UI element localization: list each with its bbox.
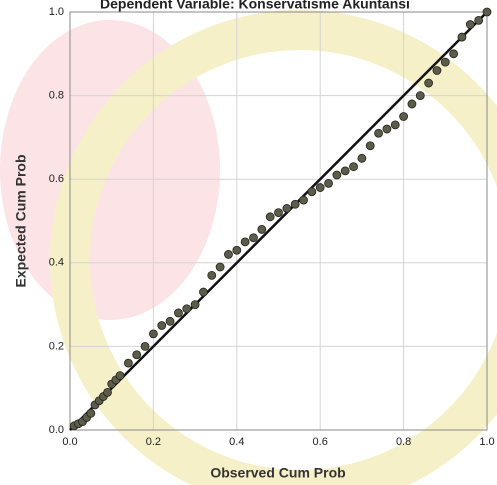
point	[249, 234, 257, 242]
point	[441, 58, 449, 66]
point	[325, 179, 333, 187]
point	[133, 351, 141, 359]
x-axis-title: Observed Cum Prob	[210, 465, 345, 481]
y-tick-label: 0.2	[49, 340, 64, 352]
y-tick-label: 0.4	[49, 257, 64, 269]
point	[199, 288, 207, 296]
point	[224, 250, 232, 258]
point	[266, 213, 274, 221]
point	[104, 388, 112, 396]
chart-title: Dependent Variable: Konservatisme Akunta…	[100, 0, 410, 12]
x-tick-label: 0.8	[396, 436, 411, 448]
point	[116, 372, 124, 380]
point	[350, 163, 358, 171]
point	[275, 209, 283, 217]
point	[300, 196, 308, 204]
point	[291, 200, 299, 208]
y-tick-label: 0.0	[49, 424, 64, 436]
point	[174, 309, 182, 317]
chart: Dependent Variable: Konservatisme Akunta…	[0, 0, 497, 485]
point	[391, 121, 399, 129]
point	[450, 50, 458, 58]
y-axis-title: Expected Cum Prob	[13, 154, 29, 287]
point	[383, 125, 391, 133]
x-tick-label: 0.0	[62, 436, 77, 448]
point	[433, 67, 441, 75]
y-tick-label: 0.6	[49, 173, 64, 185]
y-tick-label: 0.8	[49, 90, 64, 102]
point	[458, 33, 466, 41]
point	[400, 113, 408, 121]
point	[308, 188, 316, 196]
point	[333, 171, 341, 179]
point	[166, 317, 174, 325]
point	[341, 167, 349, 175]
point	[283, 204, 291, 212]
x-tick-label: 0.2	[146, 436, 161, 448]
y-tick-label: 1.0	[49, 6, 64, 18]
point	[408, 100, 416, 108]
x-tick-label: 1.0	[479, 436, 494, 448]
point	[87, 409, 95, 417]
point	[358, 154, 366, 162]
point	[191, 301, 199, 309]
point	[466, 21, 474, 29]
point	[475, 16, 483, 24]
point	[258, 225, 266, 233]
point	[149, 330, 157, 338]
point	[375, 129, 383, 137]
point	[483, 8, 491, 16]
point	[416, 92, 424, 100]
point	[316, 184, 324, 192]
point	[183, 305, 191, 313]
point	[158, 322, 166, 330]
point	[366, 142, 374, 150]
point	[233, 246, 241, 254]
x-tick-label: 0.6	[313, 436, 328, 448]
point	[241, 238, 249, 246]
x-tick-label: 0.4	[229, 436, 244, 448]
point	[216, 263, 224, 271]
point	[425, 79, 433, 87]
point	[124, 359, 132, 367]
point	[141, 342, 149, 350]
point	[208, 271, 216, 279]
